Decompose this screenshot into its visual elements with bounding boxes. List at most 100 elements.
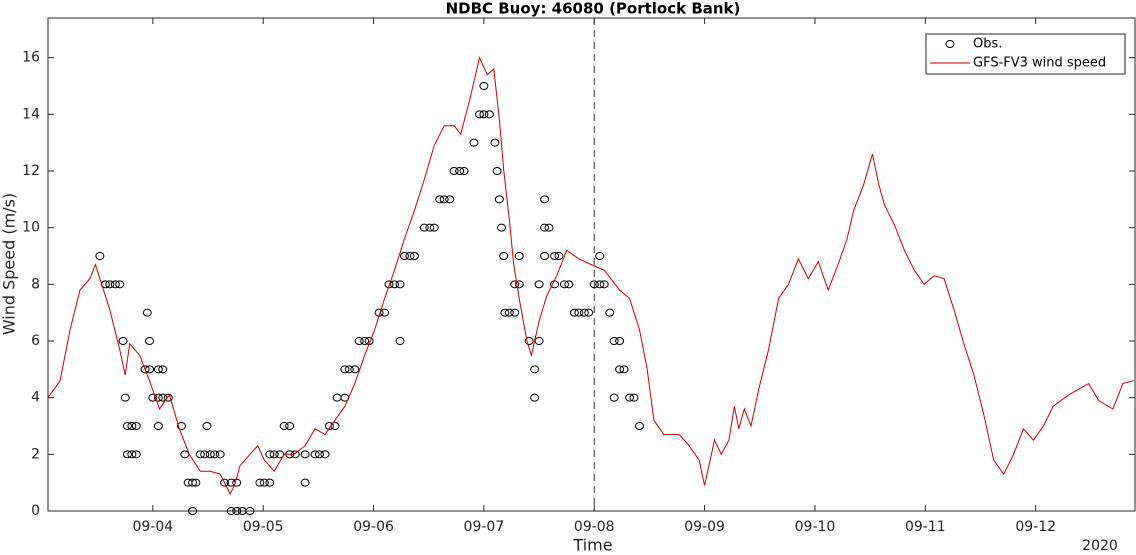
obs-marker	[540, 195, 550, 204]
obs-marker	[445, 195, 455, 204]
y-tick-label: 2	[31, 446, 40, 462]
obs-marker	[210, 450, 220, 459]
obs-marker	[131, 450, 141, 459]
obs-marker	[534, 280, 544, 289]
obs-marker	[215, 450, 225, 459]
obs-marker	[142, 308, 152, 317]
obs-marker	[544, 223, 554, 232]
obs-marker	[127, 422, 137, 430]
obs-marker	[497, 223, 507, 232]
obs-marker	[439, 195, 449, 204]
x-tick-label: 09-10	[795, 519, 836, 535]
obs-marker	[320, 450, 330, 459]
y-tick-label: 0	[31, 503, 40, 519]
legend-label: GFS-FV3 wind speed	[973, 56, 1106, 71]
obs-marker	[232, 507, 242, 515]
obs-marker	[269, 450, 279, 459]
obs-marker	[360, 337, 370, 345]
obs-marker	[300, 478, 310, 487]
obs-marker	[310, 450, 320, 459]
y-tick-label: 10	[22, 220, 40, 236]
obs-marker	[584, 308, 594, 317]
obs-marker	[145, 337, 155, 345]
obs-marker	[530, 393, 540, 402]
obs-marker	[177, 422, 187, 430]
obs-marker	[530, 365, 540, 374]
obs-marker	[395, 280, 405, 289]
obs-marker	[226, 507, 236, 515]
x-tick-label: 09-07	[464, 519, 505, 535]
y-axis-label: Wind Speed (m/s)	[0, 193, 19, 335]
obs-marker	[245, 507, 255, 515]
obs-marker	[540, 223, 550, 232]
obs-marker	[589, 280, 599, 289]
x-axis-label: Time	[572, 536, 612, 555]
obs-marker	[115, 280, 125, 289]
obs-marker	[629, 393, 639, 402]
obs-marker	[459, 167, 469, 175]
obs-marker	[569, 308, 579, 317]
obs-marker	[188, 478, 198, 487]
obs-marker	[514, 252, 524, 260]
obs-marker	[384, 280, 394, 289]
obs-marker	[479, 110, 489, 119]
obs-marker	[158, 393, 168, 402]
obs-marker	[619, 365, 629, 374]
y-tick-label: 6	[31, 333, 40, 349]
obs-marker	[122, 422, 132, 430]
obs-marker	[510, 308, 520, 317]
obs-marker	[540, 252, 550, 260]
obs-marker	[200, 450, 210, 459]
obs-marker	[510, 280, 520, 289]
obs-marker	[595, 252, 605, 260]
obs-marker	[158, 365, 168, 374]
obs-marker	[514, 280, 524, 289]
obs-marker	[344, 365, 354, 374]
obs-marker	[625, 393, 635, 402]
obs-marker	[449, 167, 459, 175]
y-tick-label: 14	[22, 106, 40, 122]
obs-marker	[195, 450, 205, 459]
obs-marker	[153, 365, 163, 374]
obs-marker	[153, 422, 163, 430]
x-tick-label: 09-11	[905, 519, 946, 535]
obs-marker	[615, 337, 625, 345]
obs-marker	[324, 422, 334, 430]
obs-marker	[599, 280, 609, 289]
obs-marker	[474, 110, 484, 119]
obs-marker	[390, 280, 400, 289]
obs-marker	[354, 337, 364, 345]
x-tick-label: 09-04	[132, 519, 173, 535]
obs-marker	[425, 223, 435, 232]
model-line	[47, 56, 1135, 496]
obs-marker	[455, 167, 465, 175]
obs-marker	[314, 450, 324, 459]
obs-marker	[490, 138, 500, 147]
obs-marker	[469, 138, 479, 147]
obs-marker	[265, 478, 275, 487]
obs-marker	[202, 422, 212, 430]
obs-marker	[220, 478, 230, 487]
obs-marker	[191, 478, 201, 487]
obs-marker	[163, 393, 173, 402]
obs-marker	[120, 393, 130, 402]
y-tick-label: 4	[31, 390, 40, 406]
obs-marker	[259, 478, 269, 487]
obs-marker	[205, 450, 215, 459]
obs-marker	[153, 393, 163, 402]
x-tick-label: 09-12	[1015, 519, 1056, 535]
obs-marker	[479, 82, 489, 90]
obs-marker	[340, 365, 350, 374]
obs-marker	[140, 365, 150, 374]
obs-marker	[595, 280, 605, 289]
obs-marker	[635, 422, 645, 430]
chart-title: NDBC Buoy: 46080 (Portlock Bank)	[446, 0, 741, 18]
x-tick-label: 09-05	[243, 519, 284, 535]
obs-marker	[574, 308, 584, 317]
y-tick-label: 12	[22, 163, 40, 179]
obs-marker	[399, 252, 409, 260]
obs-marker	[285, 422, 295, 430]
obs-marker	[110, 280, 120, 289]
obs-marker	[435, 195, 445, 204]
obs-marker	[279, 422, 289, 430]
